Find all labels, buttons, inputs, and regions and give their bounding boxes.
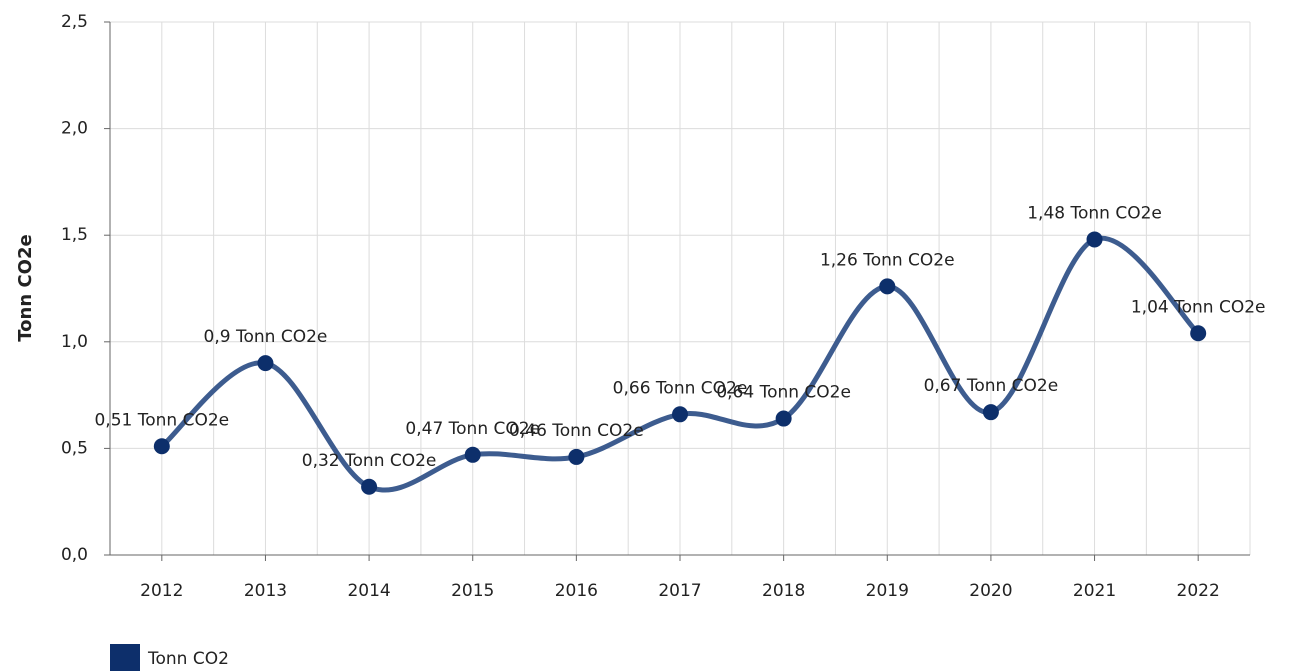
legend-label: Tonn CO2	[147, 649, 229, 669]
x-tick-label: 2018	[762, 581, 805, 601]
value-label: 1,04 Tonn CO2e	[1131, 297, 1266, 317]
y-tick-label: 1,0	[61, 332, 88, 352]
value-label: 0,51 Tonn CO2e	[94, 410, 229, 430]
x-tick-label: 2012	[140, 581, 183, 601]
y-tick-label: 2,5	[61, 12, 88, 32]
x-tick-label: 2015	[451, 581, 494, 601]
value-label: 0,64 Tonn CO2e	[716, 383, 851, 403]
x-tick-label: 2021	[1073, 581, 1116, 601]
x-tick-label: 2020	[969, 581, 1012, 601]
value-label: 0,32 Tonn CO2e	[302, 451, 437, 471]
x-tick-label: 2022	[1177, 581, 1220, 601]
value-label: 0,46 Tonn CO2e	[509, 421, 644, 441]
series-line	[160, 235, 1200, 493]
value-label: 0,9 Tonn CO2e	[204, 327, 328, 347]
value-label: 1,48 Tonn CO2e	[1027, 203, 1162, 223]
x-tick-label: 2017	[658, 581, 701, 601]
value-label: 0,47 Tonn CO2e	[405, 419, 540, 439]
y-tick-label: 2,0	[61, 119, 88, 139]
point	[257, 355, 274, 372]
y-tick-label: 1,5	[61, 225, 88, 245]
point	[361, 478, 378, 495]
y-axis-title: Tonn CO2e	[15, 234, 36, 341]
value-label: 0,67 Tonn CO2e	[924, 376, 1059, 396]
point	[568, 448, 585, 465]
point	[1086, 231, 1103, 248]
point	[982, 404, 999, 421]
legend-swatch	[110, 644, 140, 671]
x-tick-label: 2019	[866, 581, 909, 601]
point	[879, 278, 896, 295]
y-tick-label: 0,5	[61, 438, 88, 458]
value-label: 1,26 Tonn CO2e	[820, 250, 955, 270]
point	[153, 438, 170, 455]
y-tick-label: 0,0	[61, 545, 88, 565]
x-tick-label: 2014	[347, 581, 390, 601]
point	[464, 446, 481, 463]
value-label: 0,66 Tonn CO2e	[613, 378, 748, 398]
x-tick-label: 2013	[244, 581, 287, 601]
point	[1190, 325, 1207, 342]
point	[672, 406, 688, 423]
x-tick-label: 2016	[555, 581, 598, 601]
point	[775, 410, 792, 427]
